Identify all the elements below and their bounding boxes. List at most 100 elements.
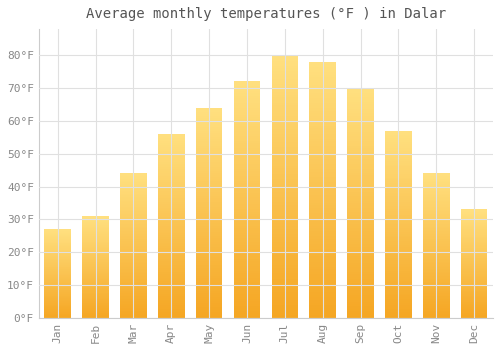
Bar xyxy=(158,259,184,261)
Bar xyxy=(234,289,260,292)
Bar xyxy=(82,273,109,274)
Bar xyxy=(385,172,411,174)
Bar xyxy=(461,253,487,254)
Bar xyxy=(120,196,146,198)
Bar xyxy=(196,259,222,261)
Bar xyxy=(461,275,487,277)
Bar xyxy=(44,311,71,312)
Bar xyxy=(385,190,411,192)
Bar xyxy=(196,206,222,209)
Bar xyxy=(120,259,146,260)
Bar xyxy=(310,126,336,128)
Bar xyxy=(310,269,336,272)
Bar xyxy=(158,154,184,156)
Bar xyxy=(272,265,298,268)
Bar xyxy=(196,192,222,194)
Bar xyxy=(44,291,71,292)
Bar xyxy=(234,150,260,153)
Bar xyxy=(196,253,222,255)
Bar xyxy=(461,238,487,239)
Bar xyxy=(348,189,374,191)
Bar xyxy=(158,161,184,163)
Bar xyxy=(272,208,298,210)
Bar xyxy=(385,226,411,228)
Bar xyxy=(348,253,374,256)
Bar xyxy=(158,253,184,256)
Bar xyxy=(310,228,336,231)
Bar xyxy=(385,179,411,181)
Bar xyxy=(44,296,71,298)
Bar xyxy=(82,268,109,269)
Bar xyxy=(348,302,374,304)
Bar xyxy=(385,162,411,164)
Bar xyxy=(461,296,487,297)
Bar xyxy=(461,225,487,226)
Bar xyxy=(385,157,411,159)
Bar xyxy=(158,149,184,150)
Bar xyxy=(272,234,298,237)
Bar xyxy=(272,176,298,179)
Bar xyxy=(196,198,222,200)
Bar xyxy=(310,108,336,111)
Bar xyxy=(348,88,374,90)
Bar xyxy=(44,304,71,306)
Bar xyxy=(348,130,374,132)
Bar xyxy=(120,199,146,201)
Bar xyxy=(423,300,450,302)
Bar xyxy=(461,311,487,313)
Bar xyxy=(272,231,298,234)
Bar xyxy=(461,233,487,235)
Bar xyxy=(82,221,109,222)
Bar xyxy=(385,312,411,314)
Bar xyxy=(310,210,336,213)
Bar xyxy=(385,194,411,196)
Bar xyxy=(196,131,222,133)
Bar xyxy=(348,108,374,111)
Bar xyxy=(385,204,411,206)
Bar xyxy=(44,266,71,267)
Bar xyxy=(348,311,374,313)
Bar xyxy=(461,245,487,246)
Bar xyxy=(385,290,411,292)
Bar xyxy=(272,55,298,58)
Bar xyxy=(348,139,374,141)
Bar xyxy=(385,211,411,213)
Bar xyxy=(234,138,260,141)
Bar xyxy=(196,316,222,318)
Bar xyxy=(120,310,146,312)
Bar xyxy=(82,315,109,316)
Bar xyxy=(423,315,450,316)
Bar xyxy=(310,105,336,108)
Bar xyxy=(44,236,71,237)
Bar xyxy=(461,289,487,291)
Bar xyxy=(423,224,450,225)
Bar xyxy=(385,183,411,185)
Bar xyxy=(423,287,450,289)
Bar xyxy=(348,295,374,297)
Bar xyxy=(196,194,222,196)
Bar xyxy=(310,85,336,88)
Bar xyxy=(44,271,71,272)
Bar xyxy=(158,277,184,279)
Bar xyxy=(272,273,298,276)
Bar xyxy=(272,250,298,252)
Bar xyxy=(82,299,109,300)
Bar xyxy=(272,302,298,305)
Bar xyxy=(423,292,450,293)
Bar xyxy=(310,223,336,226)
Bar xyxy=(120,253,146,254)
Bar xyxy=(196,263,222,265)
Bar xyxy=(196,230,222,232)
Bar xyxy=(461,267,487,268)
Bar xyxy=(234,299,260,301)
Bar xyxy=(348,116,374,118)
Bar xyxy=(423,228,450,230)
Bar xyxy=(310,123,336,126)
Bar xyxy=(44,232,71,233)
Bar xyxy=(423,280,450,282)
Bar xyxy=(348,262,374,265)
Bar xyxy=(158,134,184,136)
Bar xyxy=(423,267,450,269)
Bar xyxy=(120,240,146,242)
Bar xyxy=(461,285,487,287)
